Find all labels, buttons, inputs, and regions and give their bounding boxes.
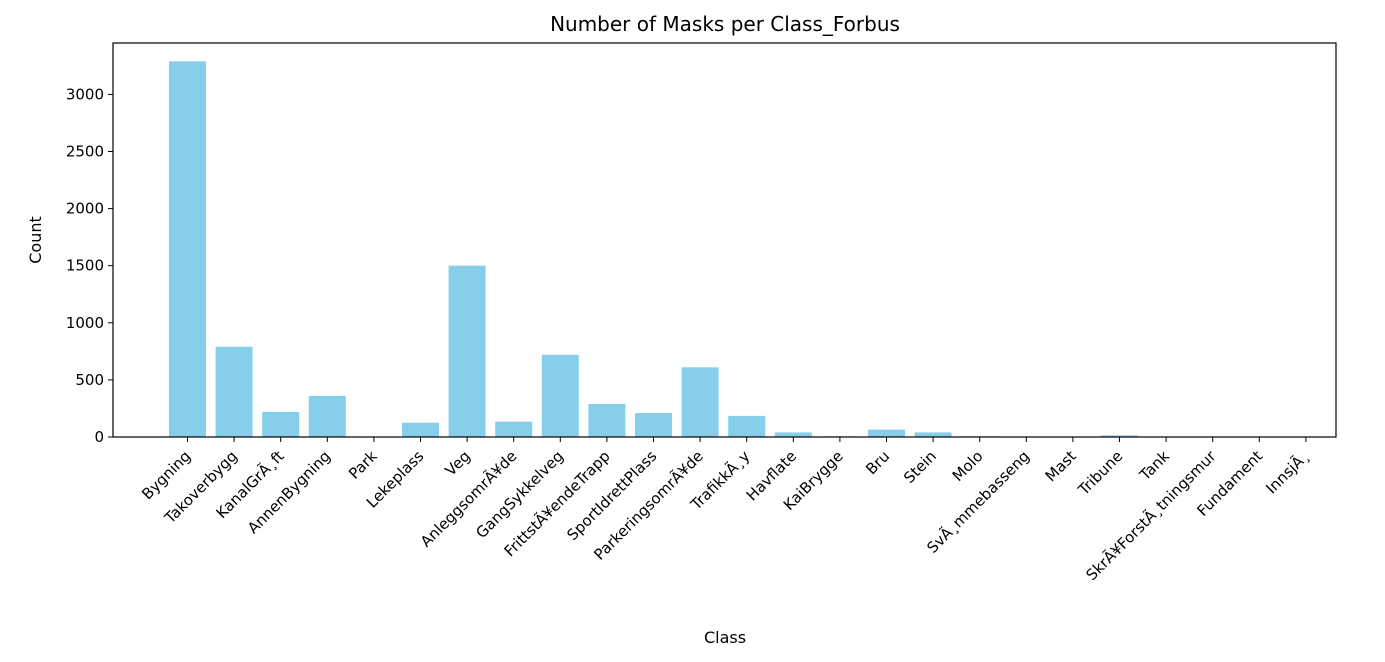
bar-1 bbox=[215, 346, 253, 437]
bar-6 bbox=[448, 265, 486, 437]
bar-9 bbox=[588, 403, 626, 437]
bar-5 bbox=[402, 422, 439, 437]
bar-11 bbox=[681, 367, 719, 437]
x-tick-label-4: Park bbox=[345, 447, 381, 483]
y-axis: 0 500 1000 1500 2000 2500 3000 bbox=[66, 85, 113, 446]
x-axis-label: Class bbox=[704, 628, 746, 647]
y-axis-label: Count bbox=[26, 216, 45, 264]
y-tick-label-3: 1500 bbox=[66, 257, 104, 275]
chart-title: Number of Masks per Class_Forbus bbox=[550, 12, 900, 36]
x-tick-label-20: Tribune bbox=[1074, 447, 1126, 499]
x-tick-label-17: Molo bbox=[949, 447, 987, 485]
x-tick-label-21: Tank bbox=[1135, 447, 1173, 485]
y-tick-label-2: 1000 bbox=[66, 314, 104, 332]
bar-13 bbox=[774, 432, 812, 437]
bar-0 bbox=[169, 61, 206, 438]
bar-15 bbox=[868, 429, 905, 437]
bar-12 bbox=[728, 415, 766, 437]
bar-7 bbox=[495, 421, 533, 437]
y-tick-label-5: 2500 bbox=[66, 142, 104, 160]
y-tick-label-0: 0 bbox=[94, 428, 104, 446]
x-tick-label-6: Veg bbox=[442, 447, 474, 479]
bar-10 bbox=[635, 413, 672, 437]
x-tick-label-24: InnsjÃ¸ bbox=[1262, 446, 1313, 497]
plot-frame bbox=[112, 42, 1337, 438]
bar-3 bbox=[308, 395, 346, 437]
bars-group bbox=[169, 61, 1325, 438]
y-tick-label-4: 2000 bbox=[66, 200, 104, 218]
x-tick-label-19: Mast bbox=[1042, 447, 1080, 485]
x-tick-label-15: Bru bbox=[862, 447, 893, 478]
y-tick-label-6: 3000 bbox=[66, 85, 104, 103]
bar-20 bbox=[1101, 435, 1138, 437]
bar-2 bbox=[262, 411, 300, 437]
x-tick-label-3: AnnenBygning bbox=[244, 447, 334, 537]
bar-8 bbox=[541, 354, 579, 437]
x-tick-label-16: Stein bbox=[900, 447, 940, 487]
y-tick-label-1: 500 bbox=[75, 371, 104, 389]
bar-16 bbox=[914, 432, 952, 437]
